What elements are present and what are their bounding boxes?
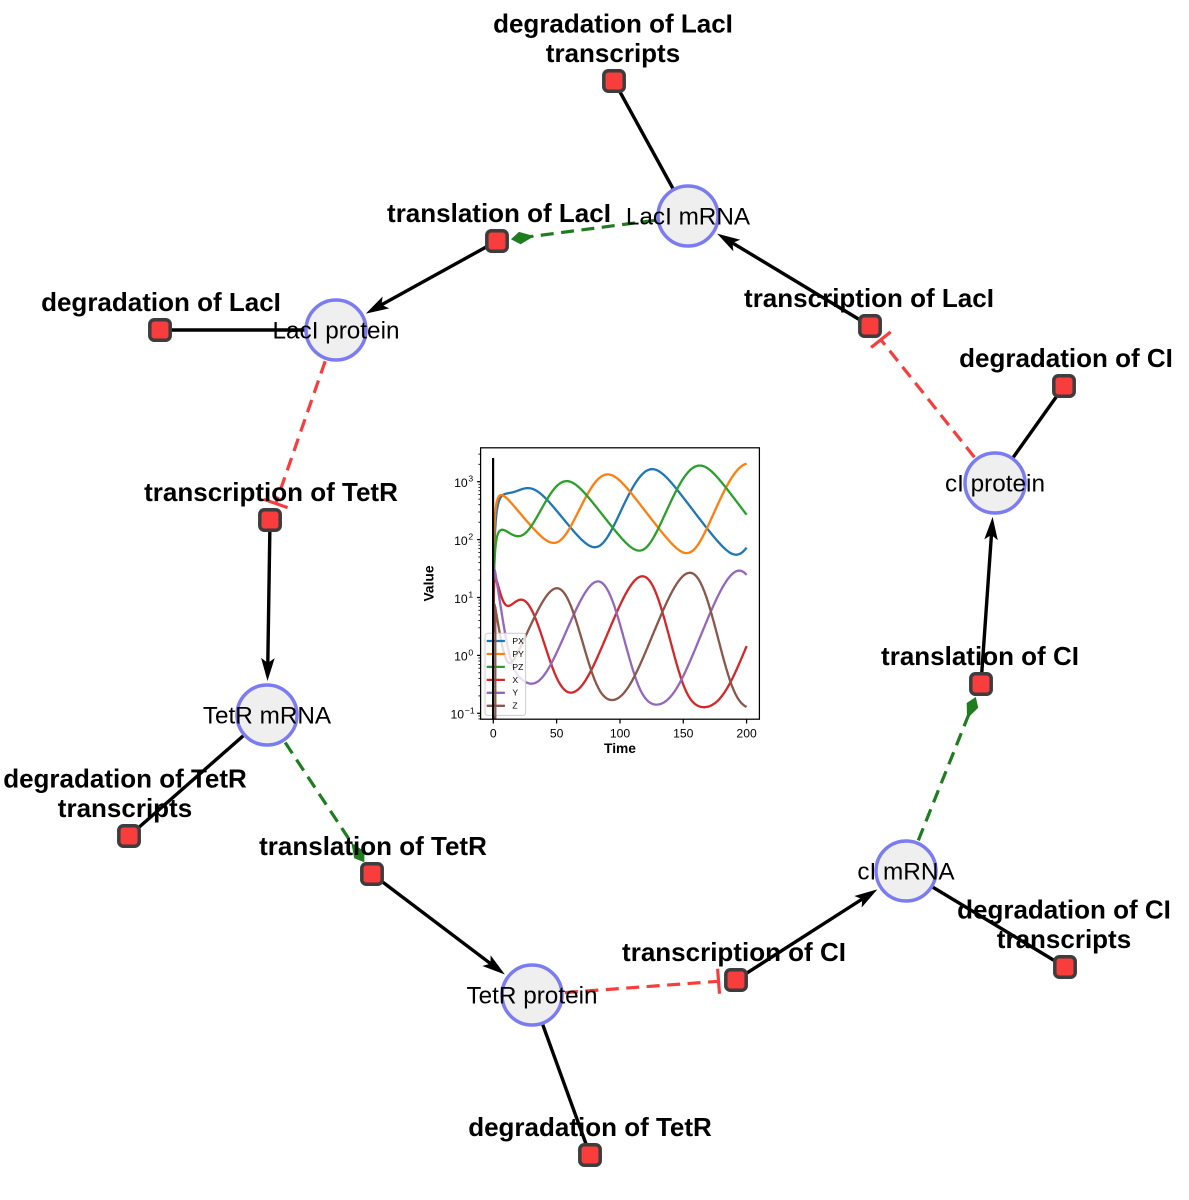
svg-text:0: 0	[490, 726, 497, 740]
svg-text:10: 10	[454, 650, 468, 664]
svg-text:TetR protein: TetR protein	[467, 982, 598, 1009]
svg-text:transcription of LacI: transcription of LacI	[744, 283, 994, 313]
svg-text:2: 2	[468, 532, 473, 542]
svg-text:Value: Value	[422, 565, 437, 601]
svg-text:cI mRNA: cI mRNA	[857, 858, 955, 885]
svg-text:PY: PY	[512, 649, 524, 659]
svg-text:PZ: PZ	[512, 662, 523, 672]
svg-text:Y: Y	[512, 688, 518, 698]
svg-text:transcripts: transcripts	[997, 924, 1131, 954]
svg-text:100: 100	[610, 726, 631, 740]
svg-text:transcription of CI: transcription of CI	[622, 937, 846, 967]
svg-text:10: 10	[454, 534, 468, 548]
svg-text:0: 0	[468, 647, 473, 657]
svg-text:X: X	[512, 675, 518, 685]
svg-text:translation of CI: translation of CI	[881, 641, 1079, 671]
svg-text:translation of LacI: translation of LacI	[387, 198, 611, 228]
svg-text:1: 1	[468, 590, 473, 600]
svg-text:degradation of CI: degradation of CI	[959, 343, 1173, 373]
svg-text:3: 3	[468, 474, 473, 484]
svg-text:transcription of TetR: transcription of TetR	[144, 477, 398, 507]
svg-text:10: 10	[451, 708, 465, 722]
svg-text:transcripts: transcripts	[546, 38, 680, 68]
svg-text:degradation of TetR: degradation of TetR	[468, 1112, 712, 1142]
svg-text:TetR mRNA: TetR mRNA	[203, 702, 332, 729]
svg-text:degradation of CI: degradation of CI	[957, 895, 1171, 925]
svg-text:degradation of LacI: degradation of LacI	[493, 9, 733, 39]
svg-text:translation of TetR: translation of TetR	[259, 831, 487, 861]
svg-text:cI protein: cI protein	[945, 470, 1045, 497]
svg-text:PX: PX	[512, 636, 524, 646]
svg-text:transcripts: transcripts	[58, 793, 192, 823]
svg-text:10: 10	[454, 592, 468, 606]
svg-text:LacI protein: LacI protein	[273, 317, 400, 344]
svg-text:10: 10	[454, 476, 468, 490]
svg-text:200: 200	[736, 726, 757, 740]
svg-text:150: 150	[673, 726, 694, 740]
svg-text:50: 50	[550, 726, 564, 740]
svg-text:LacI mRNA: LacI mRNA	[626, 203, 751, 230]
svg-text:degradation of TetR: degradation of TetR	[3, 764, 247, 794]
svg-text:Z: Z	[512, 701, 517, 711]
svg-text:−1: −1	[465, 705, 475, 715]
svg-text:Time: Time	[604, 741, 636, 756]
svg-text:degradation of LacI: degradation of LacI	[41, 287, 281, 317]
